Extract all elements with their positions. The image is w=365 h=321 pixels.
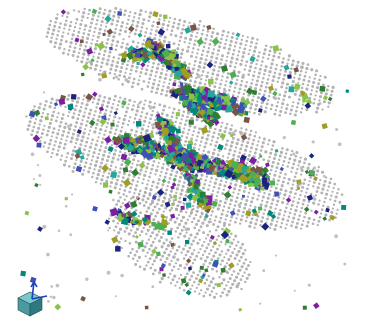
feature-cluster-bottom [109,207,169,231]
stray-points [20,59,350,312]
feature-cluster-middle [111,93,271,211]
point-layer-bottom [104,191,252,299]
axis-cube-icon [17,281,48,317]
point-layer-top [45,6,335,117]
